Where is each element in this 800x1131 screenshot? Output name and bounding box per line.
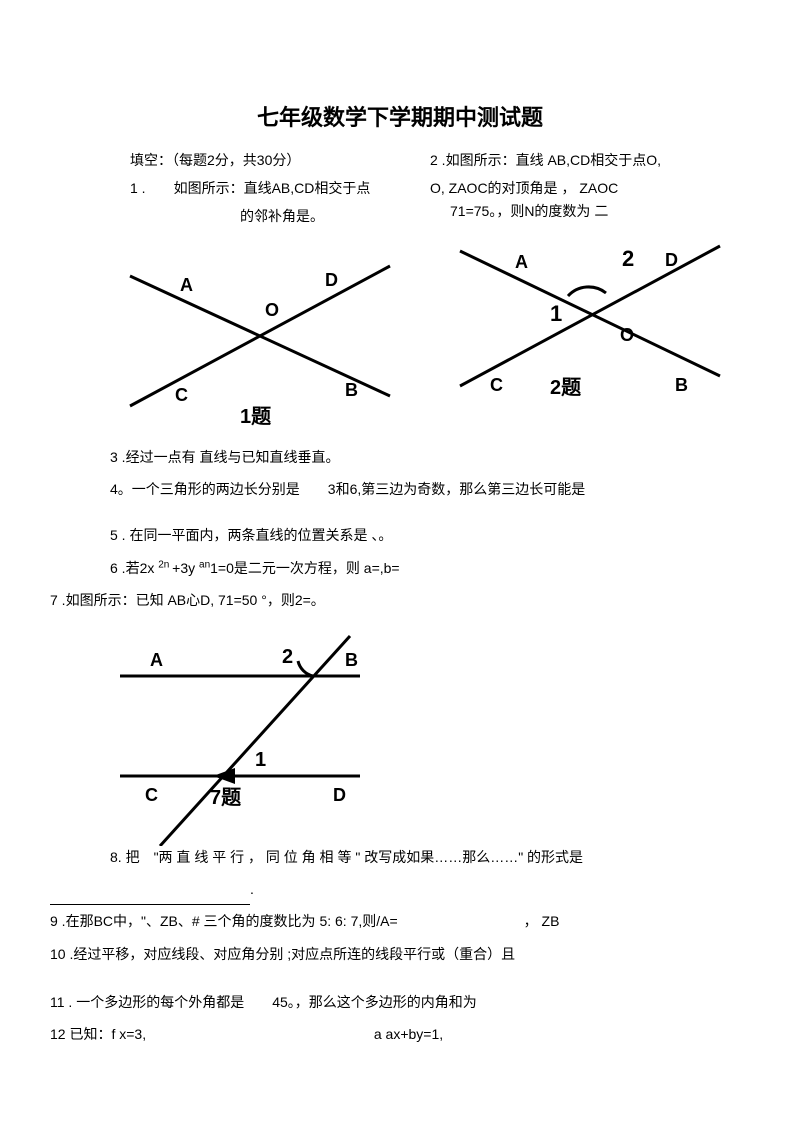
svg-text:O: O [265, 300, 279, 320]
svg-text:D: D [333, 785, 346, 805]
svg-text:2题: 2题 [550, 376, 582, 399]
svg-text:A: A [515, 252, 528, 272]
svg-text:1: 1 [255, 749, 266, 771]
q1-text-1: 如图所示：直线AB,CD相交于点 [174, 180, 371, 196]
q2-text-1: 2 .如图所示：直线 AB,CD相交于点O, [430, 146, 780, 174]
svg-text:D: D [325, 270, 338, 290]
svg-text:B: B [345, 380, 358, 400]
svg-text:A: A [150, 650, 163, 670]
svg-text:1题: 1题 [240, 405, 272, 426]
question-5: 5 . 在同一平面内，两条直线的位置关系是 、。 [110, 519, 750, 551]
svg-text:B: B [345, 650, 358, 670]
question-10: 10 .经过平移，对应线段、对应角分别 ;对应点所连的线段平行或（重合）且 [50, 938, 750, 970]
question-6: 6 .若2x 2n +3y an1=0是二元一次方程，则 a=,b= [110, 552, 750, 584]
question-3: 3 .经过一点有 直线与已知直线垂直。 [110, 441, 750, 473]
svg-text:2: 2 [282, 646, 293, 668]
header-questions: 填空：（每题2分，共30分） 1 . 如图所示：直线AB,CD相交于点 的邻补角… [50, 146, 750, 226]
question-7: 7 .如图所示：已知 AB心D, 71=50 °，则2=。 [50, 584, 750, 616]
svg-text:B: B [675, 375, 688, 395]
question-9: 9 .在那BC中，"、ZB、# 三个角的度数比为 5: 6: 7,则/A= ， … [50, 905, 750, 937]
fillin-label: 填空：（每题2分，共30分） [130, 146, 430, 174]
question-8: 8. 把 "两 直 线 平 行 ， 同 位 角 相 等 " 改写成如果……那么…… [110, 841, 750, 873]
question-list-2: 8. 把 "两 直 线 平 行 ， 同 位 角 相 等 " 改写成如果……那么…… [50, 841, 750, 1050]
svg-text:7题: 7题 [210, 786, 242, 809]
svg-text:C: C [490, 375, 503, 395]
question-12: 12 已知：f x=3, a ax+by=1, [50, 1018, 750, 1050]
svg-text:C: C [175, 385, 188, 405]
question-11: 11 . 一个多边形的每个外角都是 45。，那么这个多边形的内角和为 [50, 986, 750, 1018]
svg-text:C: C [145, 785, 158, 805]
question-list: 3 .经过一点有 直线与已知直线垂直。 4。一个三角形的两边长分别是 3和6,第… [50, 441, 750, 616]
svg-text:2: 2 [622, 246, 634, 271]
question-4: 4。一个三角形的两边长分别是 3和6,第三边为奇数，那么第三边长可能是 [110, 473, 750, 505]
svg-text:O: O [620, 325, 634, 345]
q2-text-2: O, ZAOC的对顶角是 ， ZAOC [430, 174, 780, 202]
page-title: 七年级数学下学期期中测试题 [50, 100, 750, 132]
diagram-7: A 2 B 1 C D 7题 [100, 626, 750, 846]
q1-number: 1 . [130, 180, 146, 196]
blank-line [50, 891, 250, 905]
diagrams-row: 71=75。，则N的度数为 二 A D O C B 1题 A 2 D 1 O C… [50, 236, 750, 436]
svg-text:D: D [665, 250, 678, 270]
svg-text:1: 1 [550, 301, 562, 326]
q1-text-2: 的邻补角是。 [240, 202, 430, 230]
diagram-2: A 2 D 1 O C 2题 B [450, 216, 740, 421]
diagram-1: A D O C B 1题 [120, 236, 410, 431]
svg-text:A: A [180, 275, 193, 295]
